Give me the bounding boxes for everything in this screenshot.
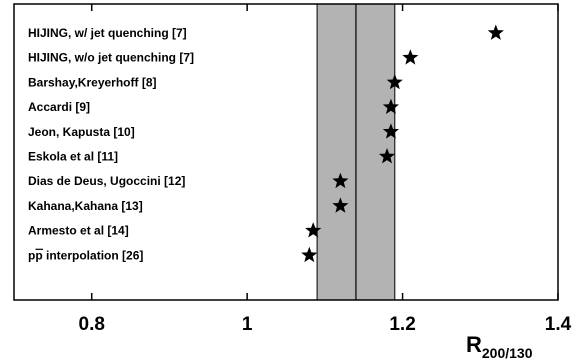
model-label: HIJING, w/ jet quenching [7] (28, 26, 187, 40)
model-label: Barshay,Kreyerhoff [8] (28, 75, 156, 89)
star-marker (402, 49, 419, 65)
model-label: HIJING, w/o jet quenching [7] (28, 51, 194, 65)
star-marker (382, 123, 399, 139)
star-marker (301, 246, 318, 263)
model-label: pp interpolation [26] (28, 248, 143, 262)
data-points (301, 24, 504, 263)
frame-rect (13, 3, 559, 301)
x-tick-label: 0.8 (79, 314, 105, 335)
x-tick-label: 1.4 (545, 314, 572, 335)
label-plain-p: p (28, 248, 35, 262)
plot-frame (13, 3, 559, 301)
model-label: Dias de Deus, Ugoccini [12] (28, 174, 185, 188)
star-marker (487, 24, 504, 40)
x-axis-ticks: 0.8 1 1.2 1.4 (79, 4, 572, 335)
star-marker (305, 222, 322, 238)
model-label: Kahana,Kahana [13] (28, 199, 143, 213)
label-rest: interpolation [26] (43, 248, 144, 262)
model-labels: HIJING, w/ jet quenching [7] HIJING, w/o … (28, 26, 194, 262)
star-marker (332, 172, 349, 189)
star-marker (386, 73, 403, 90)
x-tick-label: 1.2 (389, 314, 415, 335)
star-marker (382, 98, 399, 114)
uncertainty-band (316, 3, 396, 301)
x-tick-label: 1 (242, 314, 253, 335)
star-marker (378, 148, 396, 164)
star-marker (332, 197, 349, 213)
x-axis-label: R200/130 (466, 332, 533, 361)
model-label: Eskola et al [11] (28, 150, 118, 164)
model-label: Armesto et al [14] (28, 224, 129, 238)
model-label: Accardi [9] (28, 100, 90, 114)
label-overlined-p: p (35, 248, 42, 262)
model-label: Jeon, Kapusta [10] (28, 125, 135, 139)
